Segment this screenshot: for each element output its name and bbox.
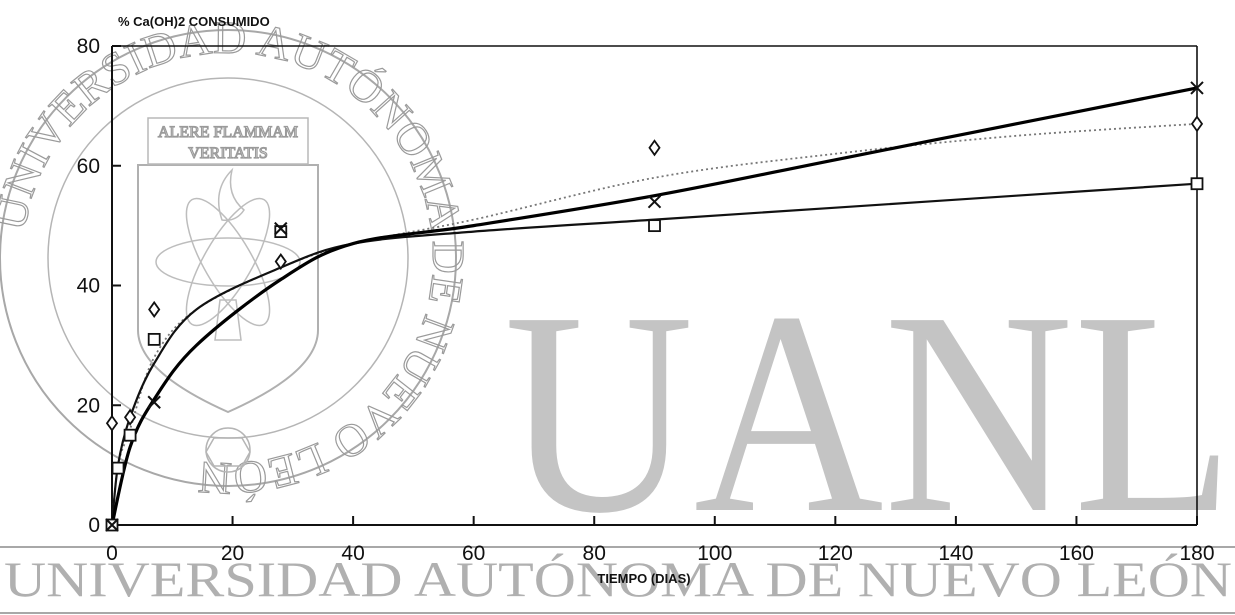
x-tick-label: 40: [341, 542, 364, 565]
diamond-marker: [123, 408, 137, 426]
chart-plot-area: % Ca(OH)2 CONSUMIDO TIEMPO (DIAS) 0 20 40 6…: [77, 14, 1215, 586]
seal-banner: [147, 117, 309, 165]
x-axis-label: TIEMPO (DIAS): [597, 571, 690, 586]
watermark-banner: UNIVERSIDAD AUTÓNOMA DE NUEVO LEÓN: [4, 551, 1232, 607]
square-marker: [147, 332, 161, 346]
seal-motto-2: VERITATIS: [188, 145, 268, 162]
x-tick-label: 140: [938, 542, 973, 565]
series-curve-square: [110, 182, 1198, 526]
square-marker: [111, 461, 125, 475]
y-ticks: 0 20 40 60 80: [77, 35, 121, 537]
y-tick-label: 40: [77, 275, 100, 298]
x-tick-label: 120: [818, 542, 853, 565]
y-tick-label: 20: [77, 394, 100, 417]
x-tick-label: 0: [106, 542, 118, 565]
seal-atom-emblem: [155, 167, 301, 341]
x-marker: [274, 221, 288, 236]
seal-shield: [137, 164, 319, 414]
x-tick-label: 100: [697, 542, 732, 565]
square-marker: [1190, 177, 1204, 191]
x-tick-label: 80: [583, 542, 606, 565]
diamond-marker: [1190, 115, 1204, 133]
diamond-marker: [274, 253, 287, 271]
seal-bottom-emblem: [205, 427, 251, 473]
x-marker: [147, 395, 161, 409]
diamond-marker: [648, 139, 661, 157]
x-marker: [647, 194, 662, 209]
y-tick-label: 0: [88, 514, 100, 537]
square-marker: [274, 225, 288, 239]
x-ticks: 0 20 40 60 80 100 120 140 160 180: [106, 516, 1215, 565]
square-marker: [123, 428, 137, 442]
series-curve-x: [110, 86, 1198, 526]
watermark-letters: UANL: [504, 252, 1234, 573]
x-marker: [1190, 81, 1204, 95]
series-curve-diamond: [111, 122, 1198, 526]
square-marker: [648, 219, 661, 233]
university-watermark: UNIVERSIDAD AUTÓNOMA DE NUEVO LEÓN ALERE…: [0, 11, 1235, 614]
diamond-marker: [105, 414, 119, 432]
x-tick-label: 60: [462, 542, 485, 565]
diamond-marker: [148, 300, 161, 318]
x-marker: [105, 518, 119, 532]
x-tick-label: 20: [221, 542, 244, 565]
x-tick-label: 180: [1179, 542, 1214, 565]
y-tick-label: 80: [77, 35, 100, 58]
series-curves: [110, 86, 1198, 526]
series-markers: [105, 81, 1204, 532]
seal-motto-1: ALERE FLAMMAM: [158, 124, 298, 141]
seal-outer-ring: [0, 29, 457, 487]
x-tick-label: 160: [1059, 542, 1094, 565]
y-tick-label: 60: [77, 155, 100, 178]
y-axis-label: % Ca(OH)2 CONSUMIDO: [118, 14, 270, 29]
